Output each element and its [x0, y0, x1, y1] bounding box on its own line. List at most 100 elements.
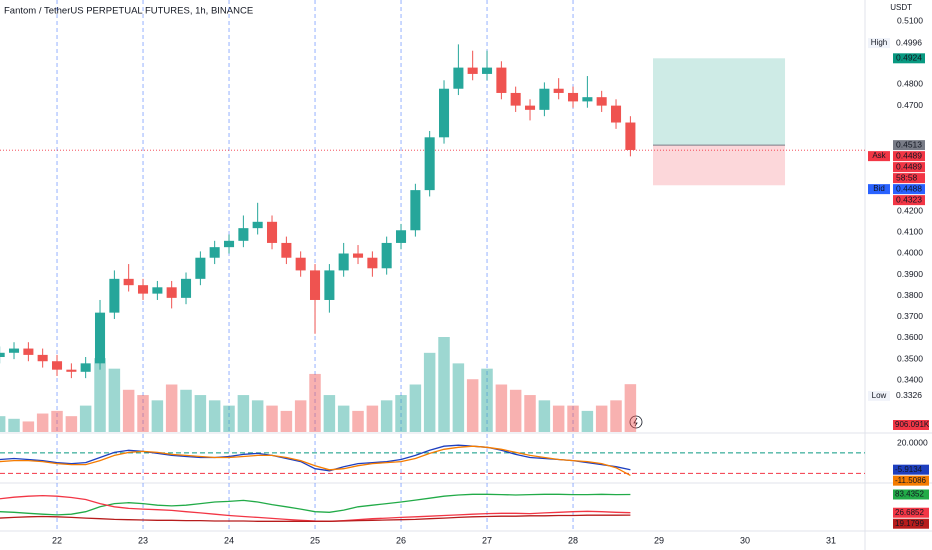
- volume-bar: [0, 416, 6, 432]
- candle-body: [66, 369, 77, 372]
- candle-body: [596, 97, 607, 106]
- volume-bar: [438, 337, 450, 432]
- candle-body: [152, 287, 163, 294]
- volume-bar: [567, 405, 579, 432]
- price-label-box: [893, 38, 925, 49]
- candle-body: [123, 278, 134, 286]
- volume-bar: [337, 405, 350, 432]
- candle-body: [252, 221, 263, 229]
- volume-bar: [481, 368, 493, 432]
- candle-body: [553, 88, 564, 93]
- y-tick-label: 20.0000: [897, 437, 928, 447]
- candle-body: [137, 285, 149, 294]
- candle-body: [395, 230, 407, 243]
- candle-body: [51, 361, 63, 370]
- price-label-box: [893, 162, 925, 173]
- price-label-name: High: [871, 38, 887, 47]
- candle-body: [438, 88, 450, 138]
- candle-body: [496, 67, 507, 93]
- indicator-label-box: [893, 518, 929, 529]
- countdown: 58:58: [896, 172, 918, 182]
- volume-bar: [552, 405, 565, 432]
- position-stop: [653, 145, 786, 186]
- currency: USDT: [890, 3, 912, 12]
- indicator-line: [0, 493, 631, 516]
- volume-bar: [51, 410, 63, 432]
- candle-body: [8, 348, 20, 353]
- y-tick-label: 0.4000: [897, 248, 923, 258]
- candle-body: [539, 88, 550, 110]
- price-label: 0.4489: [896, 161, 922, 171]
- chart-title: Fantom / TetherUS PERPETUAL FUTURES, 1h,…: [4, 6, 253, 17]
- volume-bar: [151, 400, 164, 432]
- volume-bar: [137, 395, 149, 432]
- volume-bar: [380, 400, 393, 432]
- y-tick-label: 0.5100: [897, 15, 923, 25]
- candle-body: [367, 257, 378, 269]
- candle-body: [352, 253, 364, 258]
- volume-bar: [395, 395, 407, 432]
- candle-body: [481, 67, 493, 74]
- x-tick-label: 23: [138, 535, 148, 545]
- volume-label-box: [893, 420, 929, 430]
- volume-bar: [165, 384, 178, 432]
- x-tick-label: 31: [826, 535, 836, 545]
- candle-body: [266, 221, 278, 243]
- y-tick-label: 0.3900: [897, 269, 923, 279]
- candle-body: [582, 97, 593, 102]
- candle-body: [281, 242, 292, 258]
- candle-body: [223, 240, 235, 248]
- candle-body: [510, 92, 521, 106]
- y-tick-label: 0.3600: [897, 332, 923, 342]
- price-label-name-box: [868, 151, 890, 162]
- price-label-name-box: [868, 390, 890, 401]
- y-tick-label: 0.4100: [897, 227, 923, 237]
- volume-bar: [266, 405, 278, 432]
- volume-bar: [452, 363, 465, 432]
- x-tick-label: 25: [310, 535, 320, 545]
- price-label-box: [893, 390, 925, 401]
- volume-bar: [495, 384, 508, 432]
- y-tick-label: 0.3400: [897, 374, 923, 384]
- price-label-box: [893, 184, 925, 195]
- candle-body: [424, 137, 435, 191]
- volume-bar: [280, 410, 293, 432]
- indicator-label: 26.6852: [895, 508, 924, 517]
- volume-bar: [466, 379, 479, 432]
- volume-label: 906.091K: [895, 420, 930, 429]
- alert-icon[interactable]: [629, 415, 643, 429]
- volume-bar: [352, 410, 364, 432]
- candle-body: [410, 190, 421, 231]
- candle-body: [381, 242, 392, 269]
- volume-bar: [94, 358, 106, 432]
- volume-bar: [122, 389, 135, 432]
- volume-bar: [237, 395, 250, 432]
- x-tick-label: 24: [224, 535, 234, 545]
- indicator-label-box: [893, 464, 929, 475]
- price-label-name: Low: [872, 391, 887, 400]
- volume-bar: [524, 395, 536, 432]
- candle-body: [567, 92, 579, 102]
- price-label-name-box: [868, 38, 890, 49]
- y-tick-label: 0.3700: [897, 311, 923, 321]
- volume-bar: [538, 400, 551, 432]
- candle-body: [467, 67, 478, 74]
- indicator-line: [0, 514, 631, 522]
- candle-body: [166, 287, 177, 298]
- price-label: 0.4924: [896, 53, 922, 63]
- candle-body: [180, 278, 192, 298]
- volume-bar: [8, 418, 20, 432]
- volume-bar: [409, 384, 422, 432]
- candle-body: [37, 354, 48, 362]
- volume-bar: [22, 421, 35, 432]
- volume-bar: [366, 405, 379, 432]
- indicator-label: -11.5086: [895, 476, 927, 485]
- x-tick-label: 30: [740, 535, 750, 545]
- candle-body: [324, 270, 335, 300]
- candle-body: [109, 278, 120, 313]
- indicator-label-box: [893, 507, 929, 518]
- y-tick-label: 0.4800: [897, 79, 923, 89]
- volume-bar: [423, 352, 436, 432]
